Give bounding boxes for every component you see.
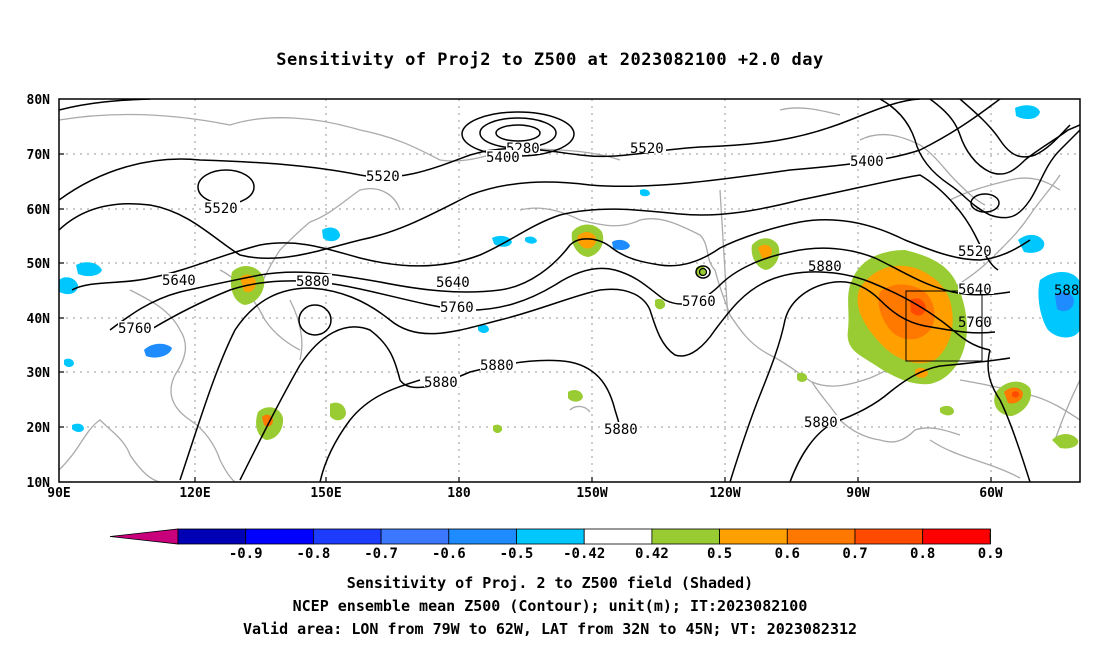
contour-label: 5640 <box>958 282 992 298</box>
lon-label: 90E <box>47 486 70 501</box>
contour-label: 5400 <box>850 154 884 170</box>
contour-label: 5520 <box>958 244 992 260</box>
lat-label: 50N <box>27 257 51 272</box>
plot-frame <box>58 98 1081 483</box>
contour-label: 5640 <box>436 275 470 291</box>
contour-label: 5760 <box>118 321 152 337</box>
contour-label: 5520 <box>204 201 238 217</box>
map-title: Sensitivity of Proj2 to Z500 at 20230821… <box>276 50 824 70</box>
lon-label: 150W <box>576 486 607 501</box>
colorbar-label: 0.42 <box>635 546 669 562</box>
contour-label: 5880 <box>480 358 514 374</box>
valid-area-box <box>905 290 983 362</box>
lat-label: 70N <box>27 148 51 163</box>
footer-line-3: Valid area: LON from 79W to 62W, LAT fro… <box>242 620 858 638</box>
lat-label: 60N <box>27 203 51 218</box>
lat-label: 30N <box>27 366 51 381</box>
colorbar-label: -0.7 <box>364 546 398 562</box>
lat-label: 10N <box>27 476 51 491</box>
lon-label: 120W <box>709 486 740 501</box>
colorbar-cell <box>312 528 382 545</box>
colorbar-label: 0.7 <box>842 546 867 562</box>
z500-contours <box>59 99 1080 482</box>
lat-label: 20N <box>27 421 51 436</box>
colorbar-cell <box>583 528 653 545</box>
lon-label: 180 <box>447 486 471 501</box>
colorbar-label: -0.9 <box>229 546 263 562</box>
lon-label: 90W <box>846 486 870 501</box>
colorbar-labels: -0.9 -0.8 -0.7 -0.6 -0.5 -0.42 0.42 0.5 0.6 0.7 0.… <box>229 546 1003 562</box>
longitude-labels: 90E 120E 150E 180 150W 120W 90W 60W <box>47 486 1003 501</box>
colorbar-label: 0.9 <box>978 546 1003 562</box>
colorbar-cell <box>922 528 991 545</box>
colorbar-label: -0.6 <box>432 546 466 562</box>
colorbar-cells <box>109 528 991 545</box>
contour-label: 5880 <box>604 422 638 438</box>
contour-label: 5880 <box>424 375 458 391</box>
colorbar-label: 0.5 <box>707 546 732 562</box>
station-marker <box>698 267 708 277</box>
contour-label: 5520 <box>630 141 664 157</box>
lon-label: 60W <box>979 486 1003 501</box>
contour-label: 5760 <box>440 300 474 316</box>
tick-marks <box>59 153 992 482</box>
lat-label: 40N <box>27 312 51 327</box>
contour-label: 5760 <box>682 294 716 310</box>
colorbar-label: -0.8 <box>297 546 331 562</box>
contour-label: 5520 <box>366 169 400 185</box>
colorbar-cell <box>516 528 585 545</box>
lon-label: 120E <box>179 486 210 501</box>
colorbar-label: 0.8 <box>910 546 935 562</box>
contour-label: 5400 <box>486 150 520 166</box>
lon-label: 150E <box>310 486 341 501</box>
colorbar-cell <box>177 528 247 545</box>
colorbar-left-arrow <box>109 528 179 545</box>
colorbar-cell <box>380 528 450 545</box>
contour-label: 588 <box>1054 283 1079 299</box>
colorbar-label: -0.5 <box>500 546 534 562</box>
contour-label: 5760 <box>958 315 992 331</box>
contour-label: 5640 <box>162 273 196 289</box>
colorbar-cell <box>448 528 517 545</box>
latitude-labels: 80N 70N 60N 50N 40N 30N 20N 10N <box>27 93 51 491</box>
colorbar-cell <box>854 528 924 545</box>
colorbar-cell <box>245 528 314 545</box>
colorbar-label: -0.42 <box>563 546 605 562</box>
colorbar-label: 0.6 <box>775 546 800 562</box>
footer-line-2: NCEP ensemble mean Z500 (Contour); unit(… <box>292 597 808 615</box>
colorbar-cell <box>719 528 788 545</box>
contour-label: 5880 <box>296 274 330 290</box>
lat-label: 80N <box>27 93 51 108</box>
footer-line-1: Sensitivity of Proj. 2 to Z500 field (Sh… <box>346 574 754 592</box>
colorbar-cell <box>786 528 856 545</box>
contour-labels: 5280 5400 5520 5520 5520 5400 5520 5640 … <box>118 141 1079 438</box>
contour-label: 5880 <box>808 259 842 275</box>
colorbar-cell <box>651 528 721 545</box>
contour-label: 5880 <box>804 415 838 431</box>
